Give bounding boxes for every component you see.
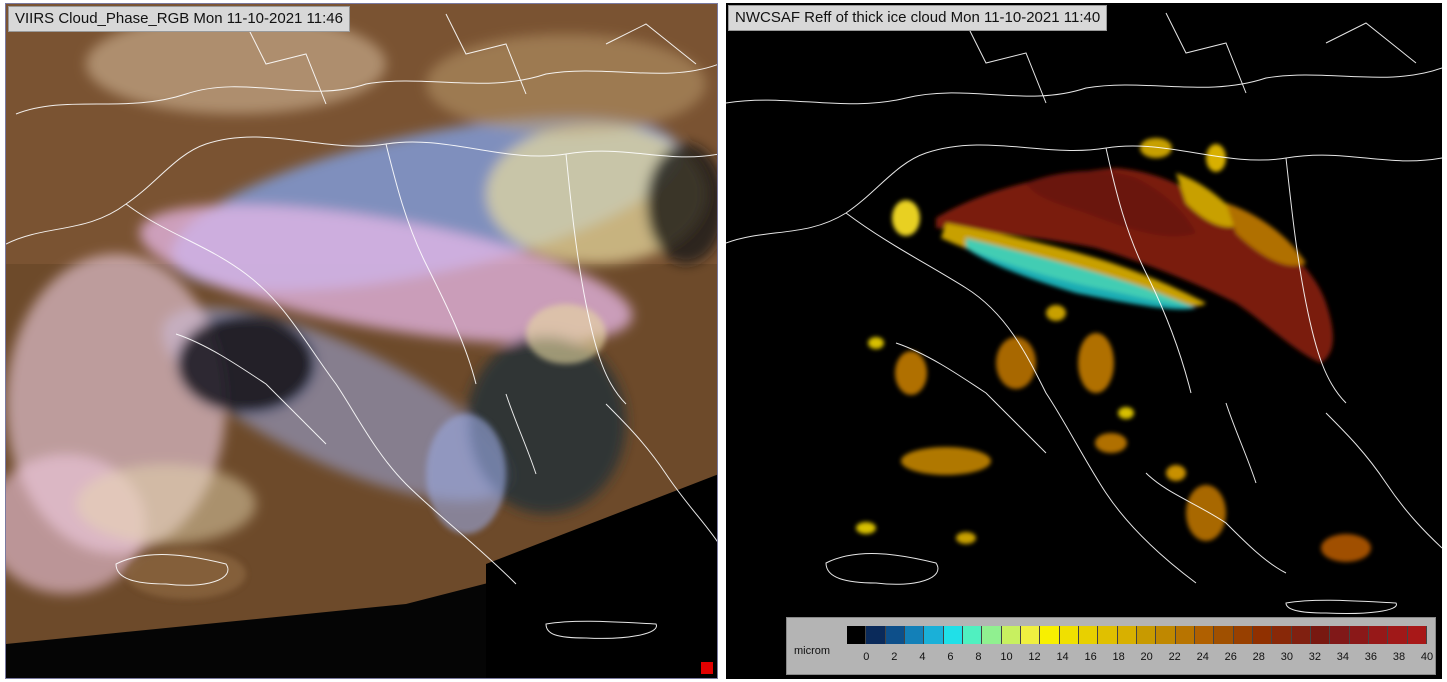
colorbar-tick-label: 16 (1084, 651, 1097, 663)
colorbar-tick-label: 34 (1336, 651, 1350, 663)
colorbar-tick-label: 12 (1028, 651, 1041, 663)
colorbar-cell (924, 626, 944, 644)
red-marker (701, 662, 713, 674)
colorbar-cell (1291, 626, 1311, 644)
colorbar-cell (1001, 626, 1021, 644)
viirs-cloud-phase-panel: VIIRS Cloud_Phase_RGB Mon 11-10-2021 11:… (5, 3, 718, 679)
colorbar-cell (1117, 626, 1137, 644)
colorbar-tick-label: 14 (1056, 651, 1069, 663)
colorbar-cell (1175, 626, 1195, 644)
colorbar-scale (847, 626, 1427, 644)
colorbar-tick-label: 4 (919, 651, 926, 663)
colorbar-cell (1407, 626, 1427, 644)
right-panel-title: NWCSAF Reff of thick ice cloud Mon 11-10… (728, 5, 1108, 31)
colorbar-cell (1388, 626, 1408, 644)
colorbar-tick-label: 6 (947, 651, 954, 663)
colorbar-tick-label: 18 (1112, 651, 1125, 663)
colorbar-cell (1079, 626, 1099, 644)
colorbar-legend: microm 0 2 4 6 8 10 12 14 16 18 20 22 24 26 28 30 32 34 36… (786, 617, 1436, 675)
colorbar-tick-label: 10 (1000, 651, 1013, 663)
colorbar-tick-label: 26 (1224, 651, 1237, 663)
colorbar-cell (1021, 626, 1041, 644)
colorbar-tick-label: 32 (1308, 651, 1321, 663)
reff-image (726, 3, 1442, 679)
colorbar-tick-label: 2 (891, 651, 898, 663)
colorbar-cell (1195, 626, 1215, 644)
colorbar-cell (1098, 626, 1118, 644)
colorbar-unit-label: microm (794, 645, 831, 657)
colorbar-cell (1349, 626, 1369, 644)
colorbar-cell (1156, 626, 1176, 644)
colorbar-cell (1059, 626, 1079, 644)
colorbar-cell (1330, 626, 1350, 644)
colorbar-cell (1137, 626, 1157, 644)
left-panel-title: VIIRS Cloud_Phase_RGB Mon 11-10-2021 11:… (8, 6, 350, 32)
nwcsaf-reff-panel: NWCSAF Reff of thick ice cloud Mon 11-10… (726, 3, 1442, 679)
colorbar-tick-label: 24 (1196, 651, 1209, 663)
colorbar-cell (1253, 626, 1273, 644)
cloud-phase-image (6, 4, 717, 678)
colorbar-cell (963, 626, 983, 644)
colorbar-cell (1272, 626, 1292, 644)
colorbar-cell (1311, 626, 1331, 644)
colorbar-tick-label: 38 (1392, 651, 1406, 663)
colorbar-tick-label: 36 (1364, 651, 1378, 663)
colorbar-cell (905, 626, 925, 644)
colorbar-tick-label: 28 (1252, 651, 1265, 663)
colorbar-tick-label: 8 (975, 651, 982, 663)
colorbar-tick-label: 40 (1420, 651, 1434, 663)
colorbar-cell (885, 626, 905, 644)
colorbar-cell (1369, 626, 1389, 644)
colorbar-tick-label: 22 (1168, 651, 1181, 663)
colorbar-cell (1040, 626, 1060, 644)
colorbar-tick-label: 0 (863, 651, 870, 663)
colorbar-cell (1233, 626, 1253, 644)
colorbar-tick-label: 30 (1280, 651, 1293, 663)
colorbar-cell (943, 626, 963, 644)
colorbar-cell (1214, 626, 1234, 644)
colorbar-tick-label: 20 (1140, 651, 1153, 663)
colorbar-cell (847, 626, 867, 644)
colorbar-cell (982, 626, 1002, 644)
colorbar-cell (866, 626, 886, 644)
